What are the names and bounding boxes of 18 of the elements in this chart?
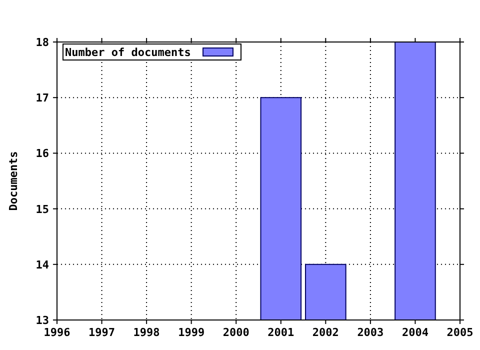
y-tick-label: 17 xyxy=(36,92,49,105)
x-tick-label: 2005 xyxy=(446,326,474,339)
legend-label: Number of documents xyxy=(65,46,191,59)
y-tick-label: 15 xyxy=(36,202,49,216)
x-tick-label: 2003 xyxy=(357,326,384,339)
y-tick-label: 14 xyxy=(36,258,50,272)
x-tick-label: 2000 xyxy=(222,326,250,339)
y-tick-label: 18 xyxy=(36,36,49,49)
x-tick-label: 2001 xyxy=(268,326,295,339)
x-tick-label: 1998 xyxy=(133,326,160,339)
y-tick-label: 16 xyxy=(36,147,50,160)
y-tick-label: 13 xyxy=(36,314,49,327)
y-axis-title: Documents xyxy=(7,151,20,211)
x-tick-label: 1996 xyxy=(44,326,71,339)
x-tick-label: 2004 xyxy=(402,326,429,339)
x-tick-label: 1999 xyxy=(178,326,205,339)
x-tick-label: 2002 xyxy=(312,326,339,339)
x-tick-label: 1997 xyxy=(88,326,116,339)
